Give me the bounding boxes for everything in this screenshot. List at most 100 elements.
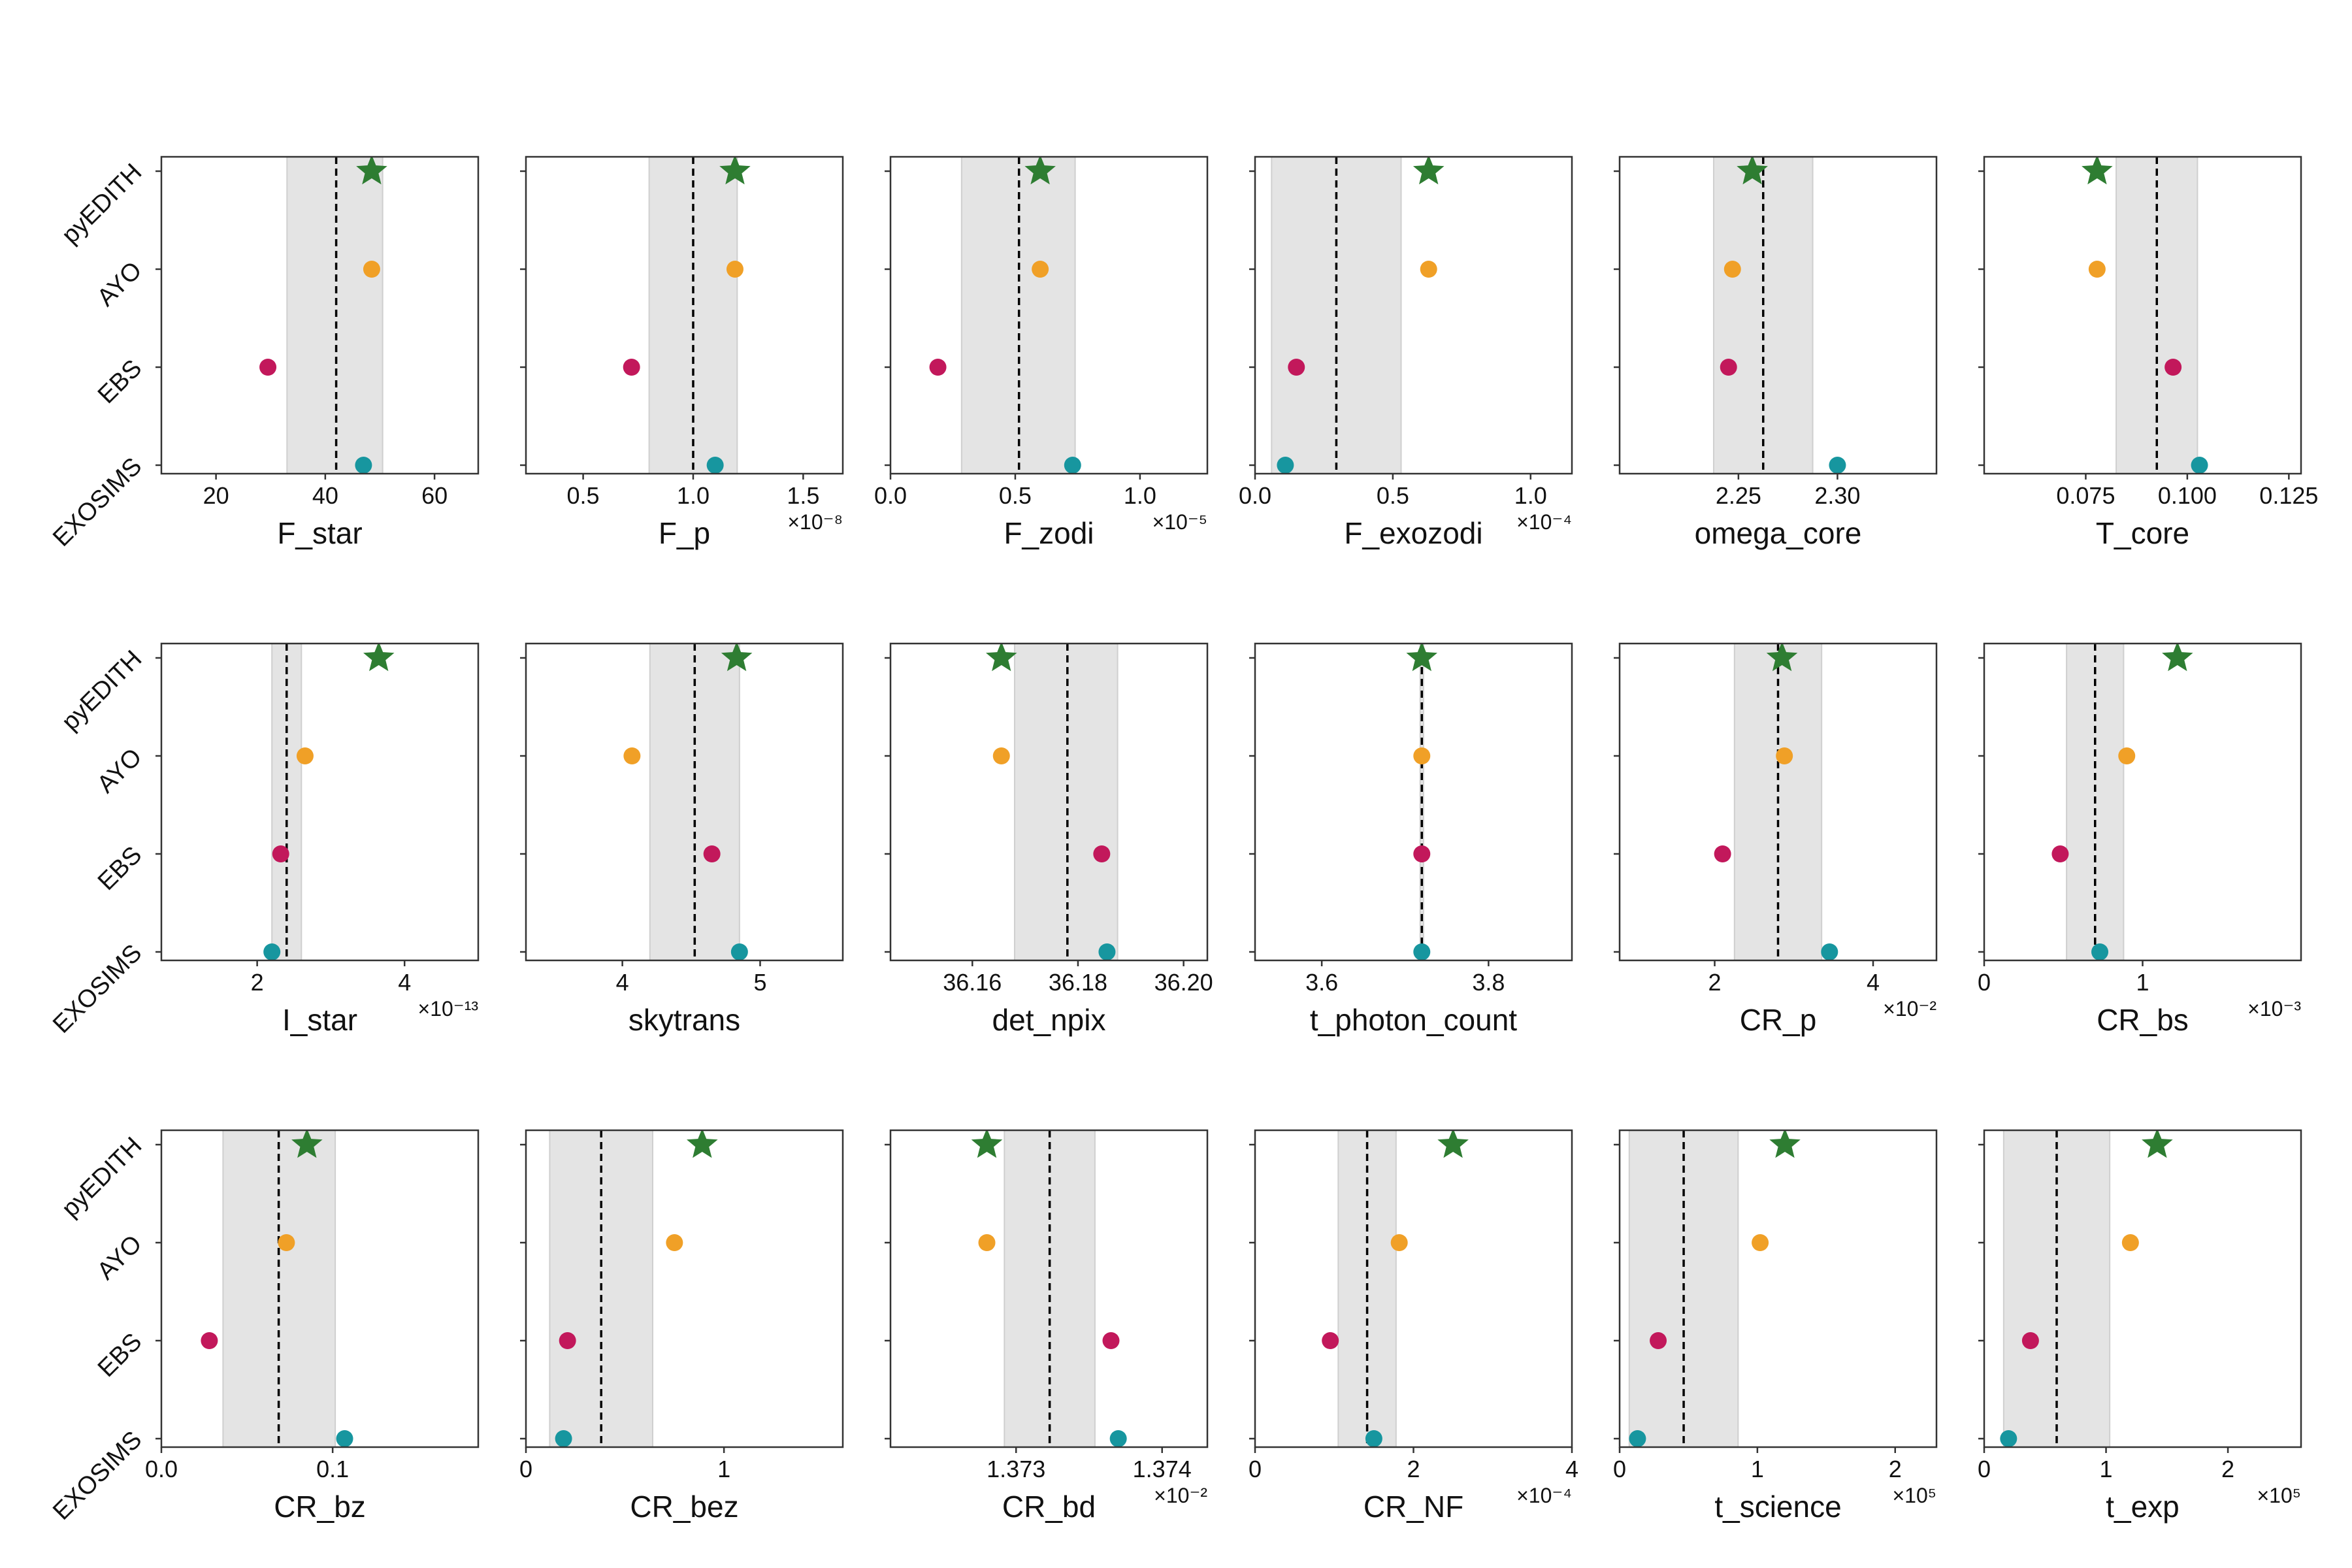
marker-pyEDITH	[986, 644, 1017, 672]
panel-omega_core: 2.25 2.30 omega_core	[1614, 155, 1938, 550]
marker-EXOSIMS	[555, 1430, 572, 1447]
x-axis-label: t_exp	[2106, 1490, 2180, 1524]
panel-frame	[525, 155, 844, 475]
marker-EXOSIMS	[1109, 1430, 1127, 1447]
panel-frame	[1983, 1129, 2302, 1448]
marker-AYO	[623, 747, 641, 764]
y-tick-label: EBS	[93, 841, 147, 896]
panel-frame	[889, 642, 1209, 962]
x-tick-label: 36.18	[1049, 969, 1107, 996]
marker-EBS	[201, 1332, 218, 1349]
x-offset-exponent: ×10⁻³	[2247, 997, 2301, 1021]
panel-frame	[525, 1129, 844, 1448]
panel-plot-area	[1271, 157, 1445, 474]
panel-t_photon_count: 3.6 3.8 t_photon_count	[1249, 642, 1573, 1037]
marker-EBS	[272, 845, 289, 862]
marker-AYO	[978, 1234, 996, 1251]
x-tick-label: 5	[753, 969, 766, 996]
x-tick-label: 0.0	[145, 1456, 178, 1482]
x-axis-label: det_npix	[992, 1003, 1106, 1037]
panel-frame	[1254, 642, 1573, 962]
panel-plot-area	[1406, 644, 1437, 960]
marker-EXOSIMS	[1365, 1430, 1382, 1447]
marker-EXOSIMS	[1064, 457, 1081, 474]
x-axis-label: F_zodi	[1004, 516, 1094, 550]
marker-EBS	[1322, 1332, 1339, 1349]
x-tick-label: 40	[312, 482, 338, 509]
x-offset-exponent: ×10⁵	[1892, 1484, 1936, 1507]
marker-EXOSIMS	[1413, 943, 1431, 960]
marker-pyEDITH	[721, 644, 753, 672]
x-tick-label: 0.1	[316, 1456, 349, 1482]
marker-pyEDITH	[1437, 1130, 1469, 1158]
panel-frame	[160, 642, 480, 962]
x-tick-label: 1.373	[987, 1456, 1045, 1482]
marker-EXOSIMS	[336, 1430, 353, 1447]
x-offset-exponent: ×10⁻²	[1154, 1484, 1207, 1507]
x-offset-exponent: ×10⁻²	[1883, 997, 1936, 1021]
x-tick-label: 1.5	[787, 482, 819, 509]
x-tick-label: 2	[251, 969, 264, 996]
x-tick-label: 0	[1978, 969, 1991, 996]
marker-pyEDITH	[2082, 157, 2113, 185]
x-tick-label: 2	[1708, 969, 1721, 996]
x-axis-label: F_exozodi	[1344, 516, 1482, 550]
marker-EXOSIMS	[1629, 1430, 1646, 1447]
spread-band	[287, 157, 383, 474]
panel-plot-area	[929, 157, 1081, 474]
marker-AYO	[278, 1234, 295, 1251]
panel-plot-area	[1628, 1130, 1801, 1447]
x-tick-label: 0.5	[1377, 482, 1409, 509]
marker-AYO	[2088, 261, 2106, 278]
marker-pyEDITH	[1413, 157, 1445, 185]
panel-det_npix: 36.16 36.18 36.20 det_npix	[885, 642, 1213, 1037]
marker-EXOSIMS	[1821, 943, 1838, 960]
y-tick-label: EBS	[93, 355, 147, 409]
marker-AYO	[1032, 261, 1049, 278]
panel-plot-area	[986, 644, 1119, 960]
panel-plot-area	[623, 157, 751, 474]
panel-CR_bd: 1.373 1.374 CR_bd ×10⁻²	[885, 1129, 1209, 1524]
marker-AYO	[1420, 261, 1437, 278]
marker-EBS	[2051, 845, 2069, 862]
marker-EXOSIMS	[355, 457, 372, 474]
marker-pyEDITH	[687, 1130, 718, 1158]
panel-plot-area	[1714, 644, 1838, 960]
panel-CR_p: 2 4 CR_p ×10⁻²	[1614, 642, 1938, 1037]
x-tick-label: 1.374	[1133, 1456, 1192, 1482]
x-tick-label: 1.0	[1124, 482, 1156, 509]
marker-EXOSIMS	[2000, 1430, 2017, 1447]
marker-EXOSIMS	[2091, 943, 2109, 960]
panel-t_science: 0 1 2 t_science ×10⁵	[1613, 1129, 1938, 1524]
panel-frame	[1618, 642, 1938, 962]
x-tick-label: 1.0	[1514, 482, 1547, 509]
panel-plot-area	[2051, 644, 2193, 960]
marker-pyEDITH	[2142, 1130, 2173, 1158]
panel-F_star: pyEDITH AYO EBS EXOSIMS 20 40 60 F_star	[48, 155, 480, 552]
panel-plot-area	[2000, 1130, 2173, 1447]
x-tick-label: 1	[2100, 1456, 2113, 1482]
panel-plot-area	[1322, 1130, 1469, 1447]
x-axis-label: I_star	[282, 1003, 357, 1037]
marker-AYO	[1752, 1234, 1769, 1251]
marker-pyEDITH	[1766, 644, 1798, 672]
marker-EBS	[1093, 845, 1111, 862]
x-tick-label: 0	[1249, 1456, 1262, 1482]
x-axis-label: CR_p	[1740, 1003, 1817, 1037]
x-axis-label: CR_bs	[2097, 1003, 2189, 1037]
marker-EXOSIMS	[706, 457, 724, 474]
marker-EBS	[2021, 1332, 2039, 1349]
panel-plot-area	[1712, 157, 1846, 474]
marker-EBS	[559, 1332, 576, 1349]
marker-EBS	[1714, 845, 1731, 862]
x-offset-exponent: ×10⁻⁵	[1152, 510, 1207, 534]
marker-AYO	[992, 747, 1010, 764]
x-axis-label: CR_bez	[630, 1490, 738, 1524]
marker-EBS	[703, 845, 721, 862]
x-axis-label: T_core	[2096, 516, 2189, 550]
y-tick-label: pyEDITH	[57, 159, 148, 250]
panel-frame	[525, 642, 844, 962]
x-axis-label: t_science	[1714, 1490, 1841, 1524]
